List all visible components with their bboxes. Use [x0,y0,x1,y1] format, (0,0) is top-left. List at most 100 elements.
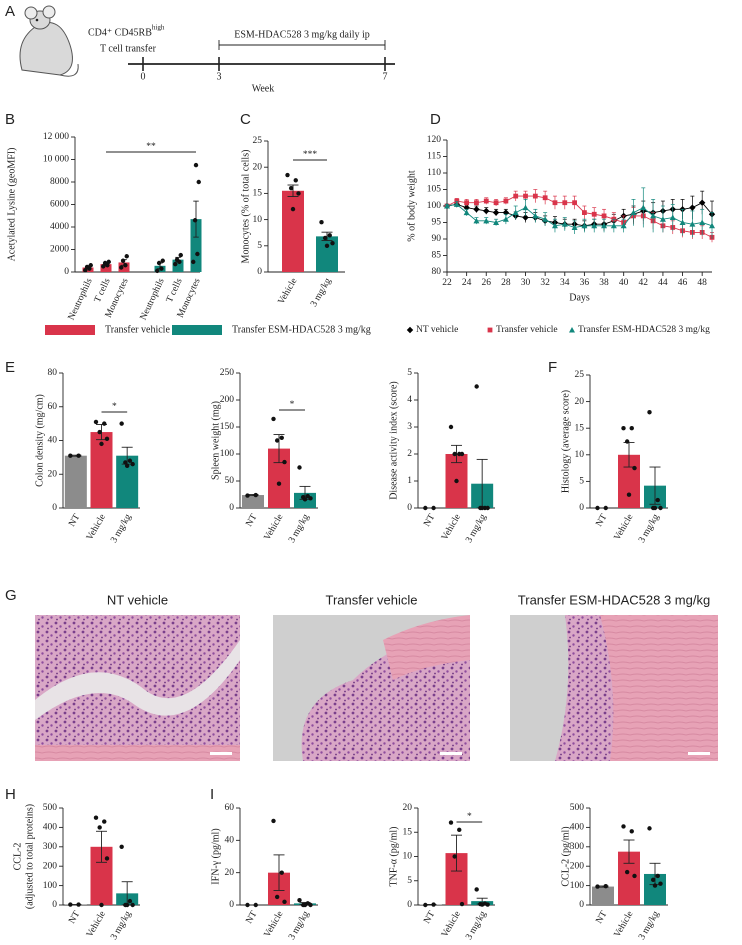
y-tick-label: 15 [253,189,263,199]
panel-letter: F [548,359,557,376]
data-point [423,902,428,908]
y-tick-label: 0 [64,267,69,277]
data-point [195,251,200,257]
marker [532,212,539,219]
y-tick-label: 5 [407,876,412,886]
x-tick-label: Vehicle [263,910,286,940]
bar [190,219,202,272]
x-tick-label: Neutrophils [67,277,95,322]
data-point [452,451,457,457]
data-point [192,218,198,223]
panel-letter: A [5,3,15,20]
muscle-layer [600,615,718,761]
x-tick-label: 3 mg/kg [637,512,661,544]
y-tick-label: 50 [225,476,235,486]
data-point [191,259,196,265]
marker [483,198,489,204]
x-tick-label: NT [244,512,259,528]
y-axis-label: % of body weight [406,170,417,242]
y-tick-label: 6000 [50,200,69,210]
data-point [595,505,600,511]
x-tick-label: 38 [599,278,609,288]
y-tick-label: 115 [427,152,441,162]
y-tick-label: 0 [52,503,57,513]
data-point [621,426,626,431]
data-point [178,252,183,258]
x-tick-label: Vehicle [613,910,636,940]
x-tick-label: 36 [580,278,590,288]
significance-label: ** [146,142,156,152]
data-point [276,481,282,486]
y-tick-label: 3 [407,422,412,432]
legend-label: NT vehicle [416,325,458,335]
marker [487,327,493,333]
data-point [245,493,250,498]
y-tick-label: 4000 [50,222,69,232]
bar [90,432,113,508]
data-point [193,162,199,168]
data-point [99,441,104,447]
data-point [84,264,90,270]
marker [620,222,627,229]
y-tick-label: 12 000 [43,132,69,142]
data-point [652,505,658,511]
x-tick-label: 44 [658,278,668,288]
y-axis-label: Spleen weight (mg) [210,401,221,480]
marker [699,219,706,225]
marker [581,222,588,229]
significance-label: * [290,400,295,410]
data-point [119,265,124,270]
x-tick-label: NT [67,512,82,528]
y-tick-label: 1 [407,476,412,486]
data-point [159,266,164,271]
data-point [76,453,81,458]
x-tick-label: 40 [619,278,629,288]
y-tick-label: 300 [43,842,58,852]
bar [618,851,640,905]
data-point [650,877,656,882]
marker [473,217,480,224]
x-tick-label: NT [244,909,259,925]
data-point [624,869,630,875]
mouse-icon [19,5,79,77]
x-tick-label: 28 [501,278,511,288]
data-point [647,826,652,831]
y-tick-label: 0 [257,267,262,277]
marker [523,193,528,199]
marker [463,209,470,216]
x-tick-label: 32 [540,278,550,288]
marker [483,217,490,224]
y-axis-label: TNF-α (pg/ml) [388,827,399,887]
data-point [632,465,637,471]
y-tick-label: 100 [220,449,235,459]
data-point [658,505,663,511]
marker [562,200,568,206]
data-point [279,870,284,875]
data-point [119,844,124,849]
series-line [446,202,713,227]
x-axis-label: Days [569,292,590,303]
data-point [124,254,129,259]
panel-letter: I [210,786,214,803]
week-label: 3 [217,71,222,82]
data-point [97,429,102,435]
data-point [454,478,459,484]
y-tick-label: 15 [575,423,585,433]
bar [445,853,468,905]
data-point [279,435,284,440]
data-point [459,901,465,907]
x-tick-label: 46 [678,278,688,288]
y-tick-label: 80 [48,368,58,378]
week-label: 0 [141,71,146,82]
y-tick-label: 60 [225,803,235,813]
data-point [327,233,332,238]
data-point [68,902,73,907]
y-tick-label: 200 [570,861,585,871]
scale-bar [210,752,232,755]
y-axis-label: Colon density (mg/cm) [34,394,45,487]
marker [512,209,519,216]
data-point [127,458,133,463]
data-point [104,856,110,861]
marker [453,201,460,207]
data-point [76,902,81,907]
